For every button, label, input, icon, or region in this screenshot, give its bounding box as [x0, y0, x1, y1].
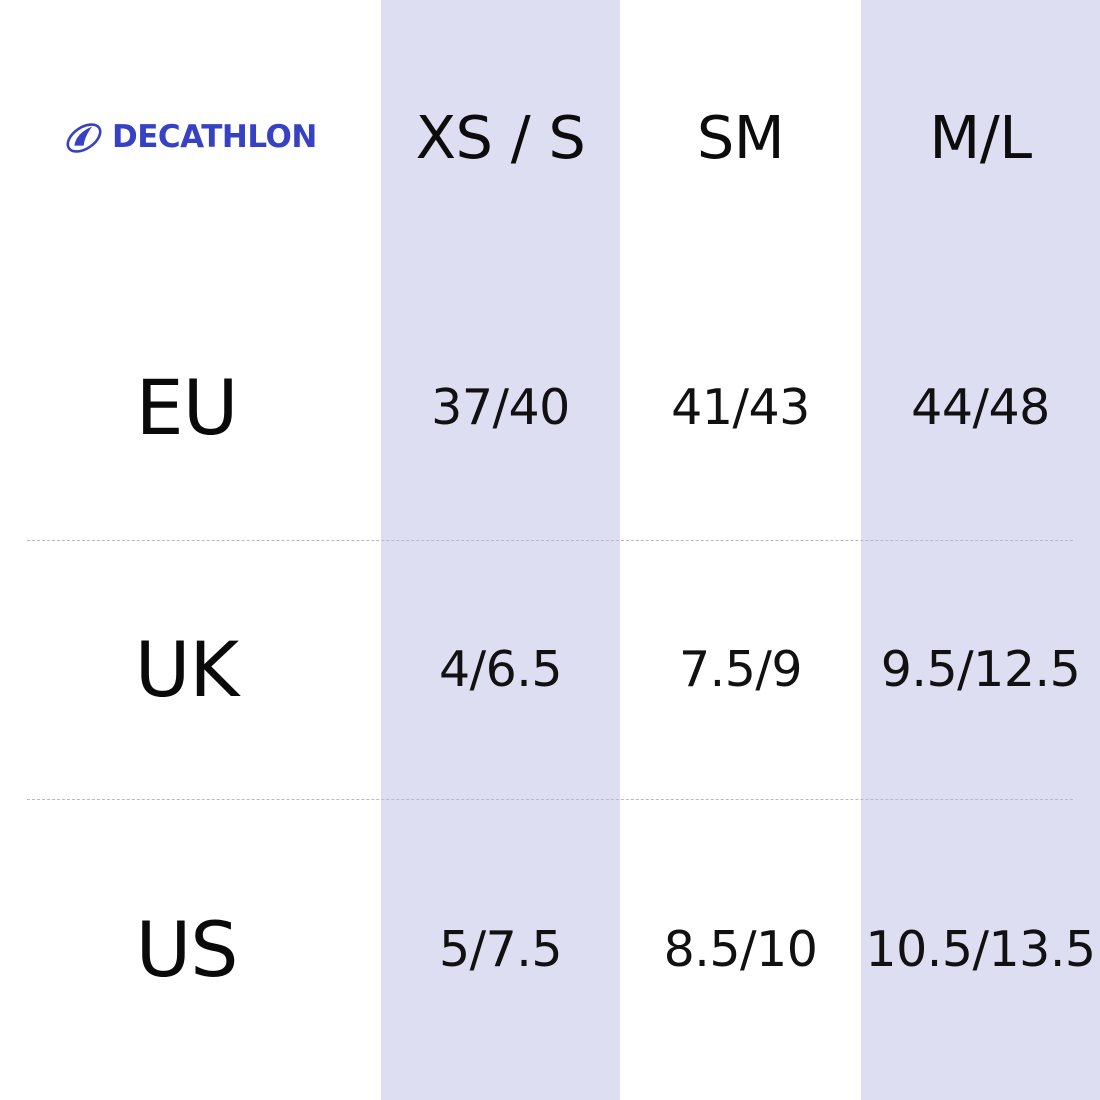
row-divider-uk-us: [27, 799, 1073, 800]
table-cell-eu-xs-s: 37/40: [381, 275, 620, 540]
row-header-label: US: [135, 904, 239, 994]
table-cell-us-m-l: 10.5/13.5: [861, 799, 1100, 1100]
column-header-2: SM: [620, 0, 861, 275]
table-cell-uk-xs-s: 4/6.5: [381, 540, 620, 799]
column-header-1: XS / S: [381, 0, 620, 275]
row-divider-eu-uk: [27, 540, 1073, 541]
row-header-us: US: [0, 799, 381, 1100]
table-cell-uk-sm: 7.5/9: [620, 540, 861, 799]
row-header-label: EU: [135, 362, 239, 452]
size-value: 10.5/13.5: [865, 921, 1096, 978]
column-header-label: XS / S: [415, 103, 586, 172]
column-highlight-band-m-l: [861, 0, 1100, 1100]
table-cell-uk-m-l: 9.5/12.5: [861, 540, 1100, 799]
size-value: 5/7.5: [438, 921, 563, 978]
size-value: 8.5/10: [663, 921, 818, 978]
column-highlight-band-xs-s: [381, 0, 620, 1100]
size-value: 44/48: [911, 379, 1050, 436]
table-cell-us-xs-s: 5/7.5: [381, 799, 620, 1100]
decathlon-swoosh-icon: [66, 122, 102, 153]
size-value: 37/40: [431, 379, 570, 436]
row-header-eu: EU: [0, 275, 381, 540]
brand-wordmark: DECATHLON: [112, 119, 317, 155]
column-header-label: SM: [696, 103, 785, 172]
brand-logo-cell: DECATHLON: [0, 0, 381, 275]
table-cell-eu-sm: 41/43: [620, 275, 861, 540]
size-value: 4/6.5: [438, 641, 563, 698]
column-header-label: M/L: [929, 103, 1032, 172]
table-cell-us-sm: 8.5/10: [620, 799, 861, 1100]
row-header-uk: UK: [0, 540, 381, 799]
size-value: 9.5/12.5: [880, 641, 1081, 698]
row-header-label: UK: [134, 624, 239, 714]
size-value: 41/43: [671, 379, 810, 436]
decathlon-logo: DECATHLON: [64, 121, 317, 155]
column-header-3: M/L: [861, 0, 1100, 275]
size-value: 7.5/9: [678, 641, 803, 698]
table-cell-eu-m-l: 44/48: [861, 275, 1100, 540]
